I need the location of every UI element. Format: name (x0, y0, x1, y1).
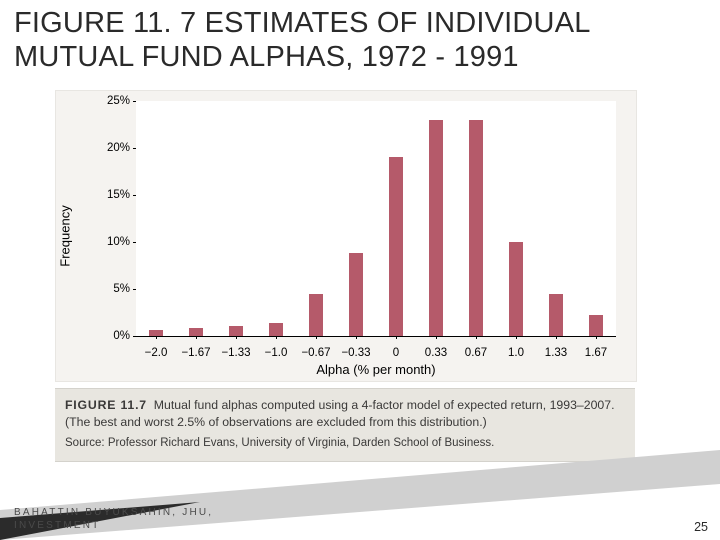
x-axis-line (136, 336, 616, 337)
histogram-bar (589, 315, 603, 336)
slide: FIGURE 11. 7 ESTIMATES OF INDIVIDUAL MUT… (0, 0, 720, 540)
y-tick-label: 25% (96, 95, 130, 107)
histogram-bar (229, 326, 243, 336)
x-tick-label: 0.67 (465, 347, 487, 359)
x-tick-mark (236, 336, 237, 339)
x-tick-mark (476, 336, 477, 339)
y-tick-mark (133, 195, 136, 196)
y-tick-label: 10% (96, 236, 130, 248)
x-tick-mark (596, 336, 597, 339)
x-tick-mark (396, 336, 397, 339)
footer-line2: INVESTMENT (14, 520, 100, 531)
x-tick-label: −1.0 (265, 347, 288, 359)
y-tick-label: 20% (96, 142, 130, 154)
x-tick-mark (276, 336, 277, 339)
figure-caption: FIGURE 11.7 Mutual fund alphas computed … (55, 388, 635, 462)
slide-title: FIGURE 11. 7 ESTIMATES OF INDIVIDUAL MUT… (14, 6, 700, 74)
histogram-bar (309, 294, 323, 336)
caption-main: FIGURE 11.7 Mutual fund alphas computed … (65, 397, 625, 430)
caption-body: Mutual fund alphas computed using a 4-fa… (65, 398, 615, 429)
y-tick-mark (133, 289, 136, 290)
x-axis-label: Alpha (% per month) (136, 362, 616, 377)
histogram-bar (429, 120, 443, 336)
y-tick-label: 15% (96, 189, 130, 201)
x-tick-label: −2.0 (145, 347, 168, 359)
y-tick-label: 5% (96, 283, 130, 295)
histogram-bar (349, 253, 363, 336)
x-tick-label: 1.33 (545, 347, 567, 359)
y-tick-mark (133, 101, 136, 102)
footer-line1: BAHATTIN BUYUKSAHIN, JHU, (14, 507, 213, 518)
histogram-bar (389, 157, 403, 336)
plot-area (136, 101, 616, 336)
footer-author: BAHATTIN BUYUKSAHIN, JHU, INVESTMENT (14, 506, 213, 532)
x-tick-label: 0.33 (425, 347, 447, 359)
y-tick-mark (133, 242, 136, 243)
histogram-bar (549, 294, 563, 336)
x-tick-label: −0.67 (301, 347, 330, 359)
source-label: Source: (65, 437, 105, 449)
histogram-bar (469, 120, 483, 336)
x-tick-label: 1.67 (585, 347, 607, 359)
x-tick-mark (516, 336, 517, 339)
page-number: 25 (694, 520, 708, 534)
x-tick-label: 1.0 (508, 347, 524, 359)
x-tick-mark (556, 336, 557, 339)
x-tick-label: −1.33 (221, 347, 250, 359)
y-tick-mark (133, 148, 136, 149)
x-tick-mark (156, 336, 157, 339)
y-tick-label: 0% (96, 330, 130, 342)
caption-source: Source: Professor Richard Evans, Univers… (65, 430, 625, 452)
caption-lead: FIGURE 11.7 (65, 398, 147, 412)
x-tick-mark (356, 336, 357, 339)
x-tick-label: −1.67 (181, 347, 210, 359)
x-tick-mark (196, 336, 197, 339)
histogram-bar (509, 242, 523, 336)
x-tick-label: 0 (393, 347, 399, 359)
y-axis-label: Frequency (57, 205, 72, 266)
x-tick-mark (436, 336, 437, 339)
histogram-bar (189, 328, 203, 336)
histogram-bar (269, 323, 283, 336)
alpha-histogram: Frequency Alpha (% per month) 0% 5% 10% 15%… (55, 90, 637, 382)
x-tick-label: −0.33 (341, 347, 370, 359)
source-body: Professor Richard Evans, University of V… (108, 437, 495, 449)
x-tick-mark (316, 336, 317, 339)
y-tick-mark (133, 336, 136, 337)
